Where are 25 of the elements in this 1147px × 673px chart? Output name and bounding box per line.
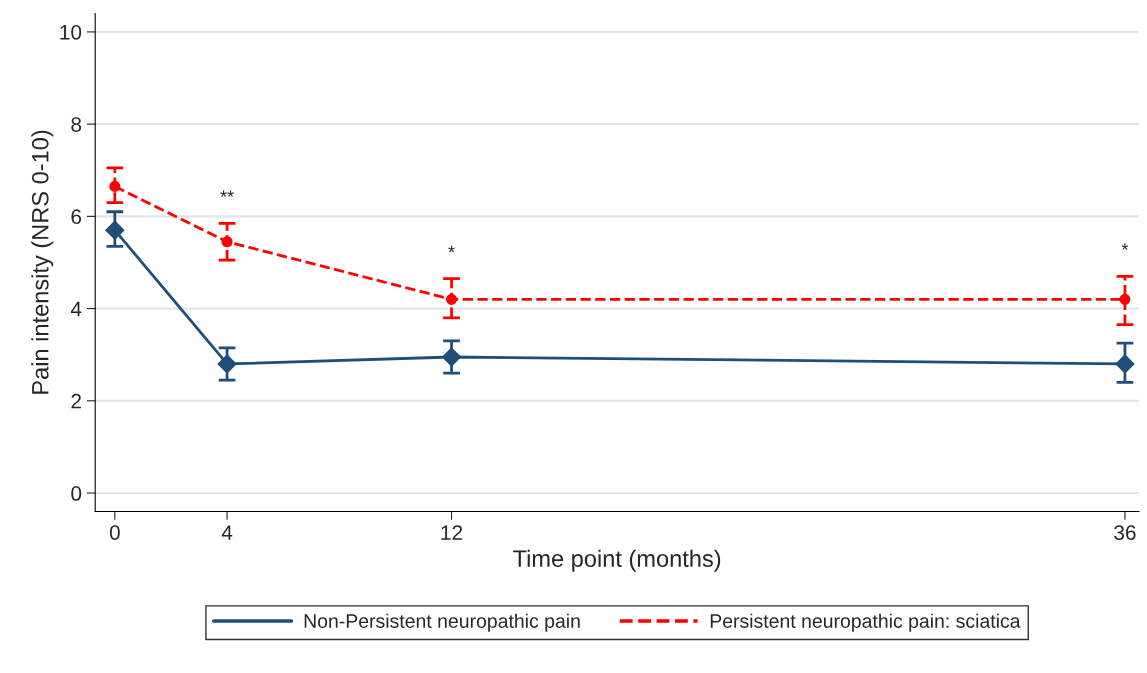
y-tick-label: 6 [71, 209, 82, 225]
legend-label: Persistent neuropathic pain: sciatica [710, 613, 1021, 632]
annotation: * [448, 245, 455, 253]
x-tick-label: 4 [221, 525, 233, 540]
point [221, 236, 233, 248]
x-tick-label: 36 [1114, 525, 1136, 540]
y-axis-title: Pain intensity (NRS 0-10) [31, 130, 54, 394]
x-tick-label: 12 [441, 525, 463, 540]
x-axis-title: Time point (months) [513, 549, 721, 572]
point [442, 347, 462, 367]
y-tick-label: 2 [71, 393, 81, 409]
legend-label: Non-Persistent neuropathic pain [304, 613, 580, 632]
y-tick-label: 0 [71, 486, 82, 501]
point [445, 293, 458, 305]
x-tick-label: 0 [109, 525, 120, 540]
point [105, 220, 125, 240]
point [1119, 293, 1131, 305]
annotation: * [1121, 243, 1129, 250]
annotation: ** [220, 190, 234, 197]
point [109, 180, 121, 192]
y-tick-label: 4 [70, 301, 82, 317]
y-tick-label: 8 [71, 117, 82, 132]
y-tick-label: 10 [60, 24, 82, 40]
point [217, 354, 237, 374]
point [1115, 354, 1135, 374]
